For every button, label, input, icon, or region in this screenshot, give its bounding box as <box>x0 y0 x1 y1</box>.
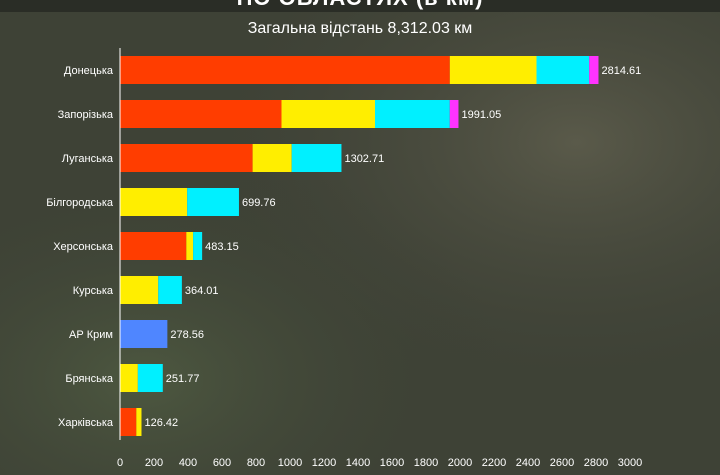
x-tick-label: 2200 <box>482 457 506 469</box>
value-label: 1991.05 <box>461 109 501 121</box>
bar-segment <box>120 364 138 392</box>
bar-segment <box>120 320 168 348</box>
value-label: 278.56 <box>170 329 204 341</box>
category-label: Луганська <box>62 153 114 165</box>
x-tick-label: 1200 <box>312 457 336 469</box>
x-tick-label: 2800 <box>584 457 608 469</box>
chart-title: ПО ОБЛАСТЯХ (в км) <box>0 0 720 11</box>
x-tick-label: 800 <box>247 457 265 469</box>
chart-subtitle: Загальна відстань 8,312.03 км <box>247 20 473 37</box>
category-label: Харківська <box>58 417 114 429</box>
x-tick-label: 3000 <box>618 457 642 469</box>
bar-segment <box>120 188 188 216</box>
value-label: 2814.61 <box>601 65 641 77</box>
bar-segment <box>252 144 292 172</box>
bar-segment <box>186 232 194 260</box>
value-label: 1302.71 <box>344 153 384 165</box>
bar-segment <box>120 144 253 172</box>
category-label: Курська <box>73 285 114 297</box>
x-tick-label: 2600 <box>550 457 574 469</box>
x-tick-label: 200 <box>145 457 163 469</box>
bar-segment <box>375 100 450 128</box>
bar-segment <box>120 232 187 260</box>
bar-segment <box>158 276 182 304</box>
value-label: 483.15 <box>205 241 239 253</box>
x-tick-label: 2400 <box>516 457 540 469</box>
bar-segment <box>137 364 163 392</box>
bar-segment <box>120 56 450 84</box>
bar-segment <box>120 100 282 128</box>
bar-segment <box>120 408 137 436</box>
x-tick-label: 1600 <box>380 457 404 469</box>
value-label: 699.76 <box>242 197 276 209</box>
x-tick-label: 400 <box>179 457 197 469</box>
x-tick-label: 1000 <box>278 457 302 469</box>
x-tick-label: 0 <box>117 457 123 469</box>
bar-segment <box>449 100 459 128</box>
x-tick-label: 1800 <box>414 457 438 469</box>
category-label: Білгородська <box>46 197 114 209</box>
value-label: 364.01 <box>185 285 219 297</box>
bar-segment <box>187 188 239 216</box>
x-tick-label: 2000 <box>448 457 472 469</box>
bar-segment <box>536 56 590 84</box>
bar-segment <box>136 408 142 436</box>
category-label: Херсонська <box>53 241 114 253</box>
category-label: Запорізька <box>58 109 114 121</box>
bar-segment <box>449 56 537 84</box>
value-label: 251.77 <box>166 373 200 385</box>
category-label: Донецька <box>64 65 114 77</box>
bar-segment <box>291 144 342 172</box>
x-tick-label: 1400 <box>346 457 370 469</box>
bar-segment <box>120 276 159 304</box>
category-label: Брянська <box>65 373 114 385</box>
bar-segment <box>281 100 375 128</box>
value-label: 126.42 <box>144 417 178 429</box>
category-label: АР Крим <box>69 329 113 341</box>
bar-segment <box>589 56 599 84</box>
x-tick-label: 600 <box>213 457 231 469</box>
bar-segment <box>193 232 203 260</box>
